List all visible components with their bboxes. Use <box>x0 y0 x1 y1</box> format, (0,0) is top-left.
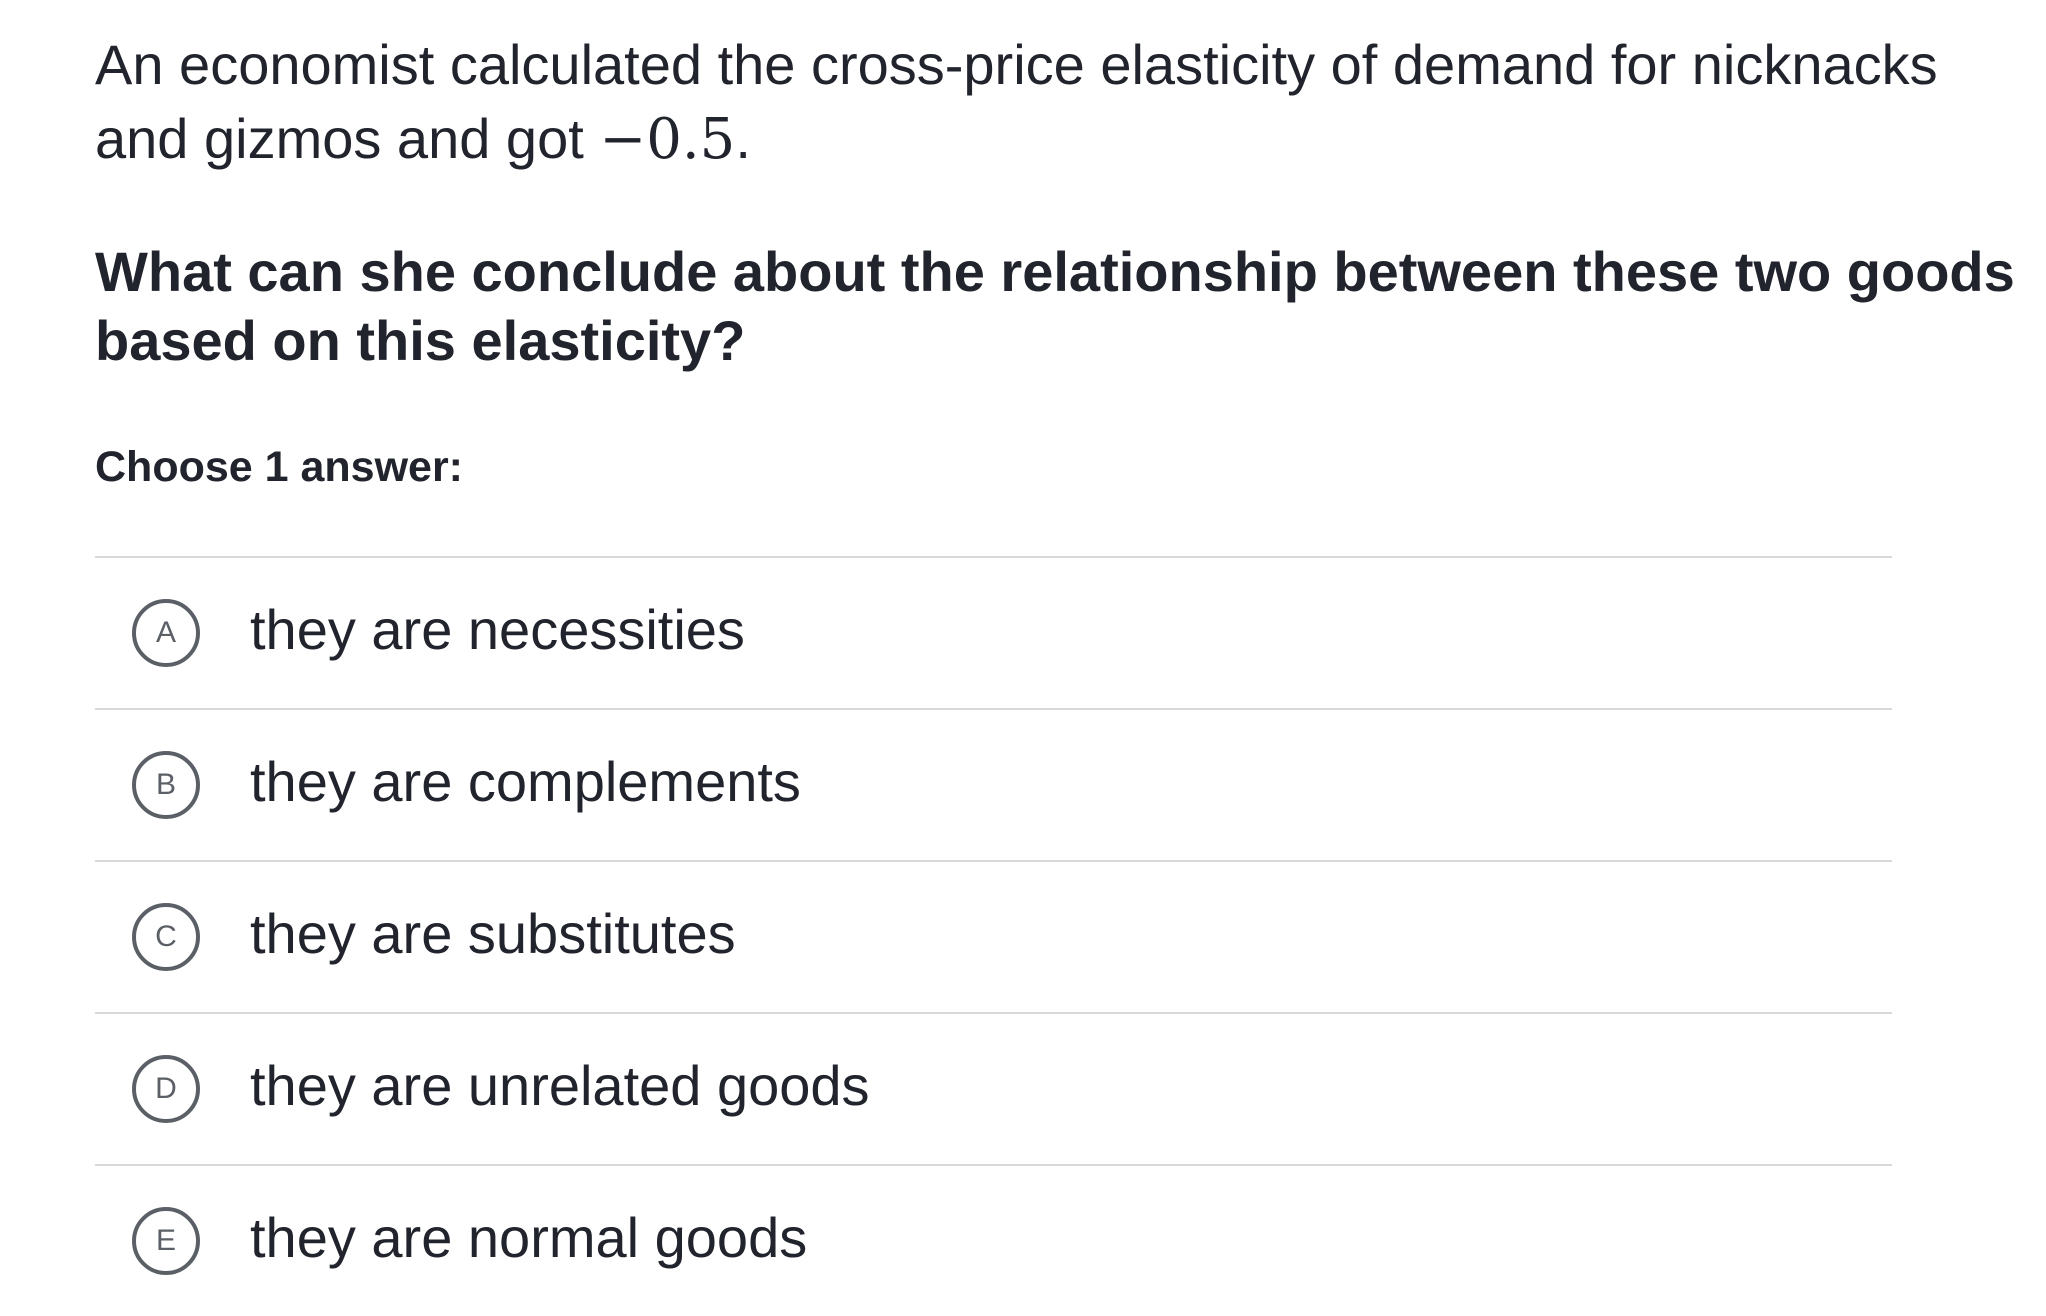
choice-c[interactable]: C they are substitutes <box>95 860 1892 1012</box>
question-text: What can she conclude about the relation… <box>95 240 2015 372</box>
choice-text: they are necessities <box>250 598 745 661</box>
choice-letter-circle[interactable]: B <box>132 751 200 819</box>
choice-letter-circle[interactable]: D <box>132 1055 200 1123</box>
choice-letter-circle[interactable]: A <box>132 599 200 667</box>
choice-b[interactable]: B they are complements <box>95 708 1892 860</box>
choice-text: they are unrelated goods <box>250 1054 870 1117</box>
question-prompt: An economist calculated the cross-price … <box>95 28 2015 177</box>
choice-letter-circle[interactable]: C <box>132 903 200 971</box>
elasticity-value: −0.5 <box>599 107 736 172</box>
choice-d[interactable]: D they are unrelated goods <box>95 1012 1892 1164</box>
question-panel: An economist calculated the cross-price … <box>95 28 2015 493</box>
prompt-end: . <box>735 107 751 170</box>
choice-e[interactable]: E they are normal goods <box>95 1164 1892 1316</box>
choice-text: they are complements <box>250 750 801 813</box>
choice-text: they are substitutes <box>250 902 736 965</box>
choice-a[interactable]: A they are necessities <box>95 556 1892 708</box>
choice-letter-circle[interactable]: E <box>132 1207 200 1275</box>
prompt-text: An economist calculated the cross-price … <box>95 33 1938 170</box>
choose-label: Choose 1 answer: <box>95 443 463 491</box>
choice-text: they are normal goods <box>250 1206 808 1269</box>
answer-choices: A they are necessities B they are comple… <box>95 556 1892 1316</box>
